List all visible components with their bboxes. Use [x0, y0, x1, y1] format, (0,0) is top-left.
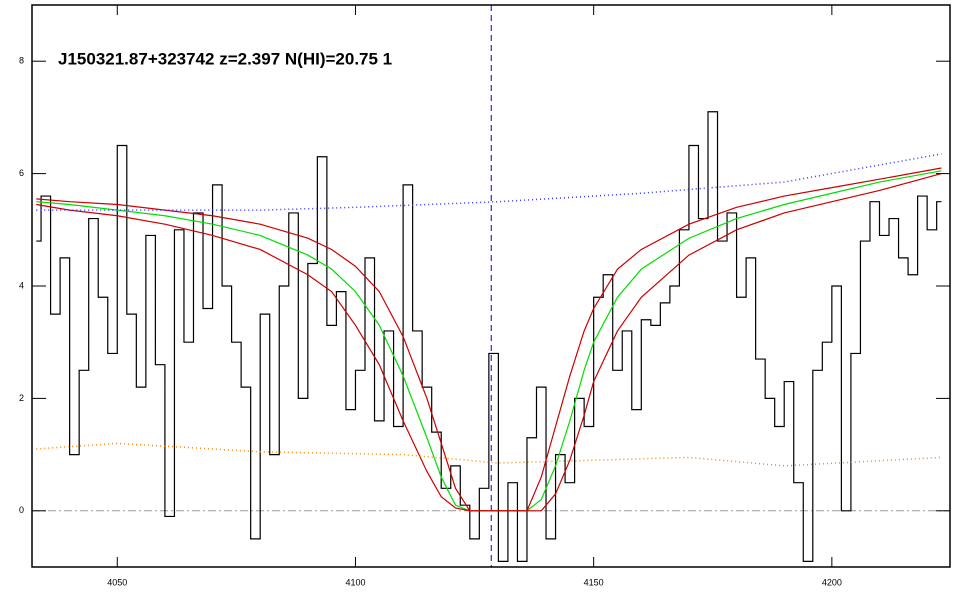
model-line	[36, 173, 942, 512]
y-tick-label: 6	[19, 168, 24, 178]
x-tick-label: 4100	[345, 577, 365, 587]
y-tick-label: 4	[19, 280, 24, 290]
model-line	[36, 153, 942, 211]
flux-line	[36, 111, 942, 562]
x-tick-label: 4200	[822, 577, 842, 587]
y-tick-label: 8	[19, 56, 24, 66]
plot-area	[32, 5, 950, 567]
x-tick-label: 4150	[584, 577, 604, 587]
y-tick-label: 0	[19, 505, 24, 515]
y-tick-label: 2	[19, 393, 24, 403]
chart-title: J150321.87+323742 z=2.397 N(HI)=20.75 1	[58, 49, 392, 68]
x-tick-label: 4050	[107, 577, 127, 587]
model-line	[36, 442, 942, 467]
